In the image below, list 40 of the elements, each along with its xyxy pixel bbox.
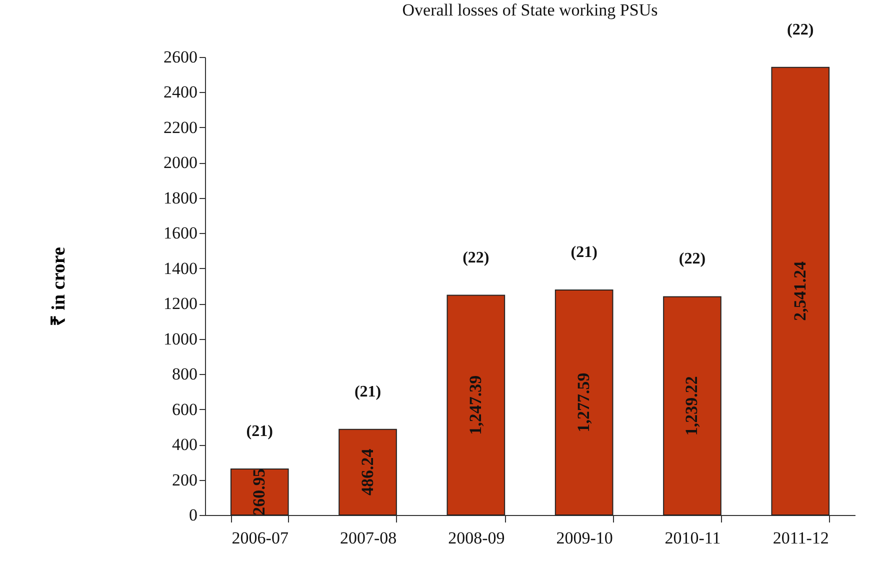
y-tick-label: 1000 <box>164 329 198 348</box>
data-label: 260.95 <box>250 468 269 516</box>
annotation: (21) <box>570 244 598 261</box>
y-tick-label: 2000 <box>164 153 198 172</box>
y-tick-label: 2400 <box>164 82 198 102</box>
y-tick-label: 1600 <box>164 224 198 243</box>
data-label: 2,541.24 <box>790 260 810 321</box>
y-tick-label: 200 <box>172 470 198 490</box>
bar <box>446 294 506 516</box>
data-label: 1,247.39 <box>466 375 485 435</box>
y-tick-label: 2200 <box>164 118 198 137</box>
annotation: (22) <box>678 250 706 268</box>
bar <box>663 296 722 516</box>
bar <box>338 428 397 516</box>
data-label: 1,277.59 <box>574 372 594 432</box>
x-tick-label: 2008-09 <box>448 528 505 548</box>
y-tick-label: 800 <box>172 364 198 384</box>
y-tick-label: 600 <box>172 400 198 419</box>
y-axis-title: ₹ in crore <box>48 247 70 326</box>
x-tick-label: 2006-07 <box>232 528 289 548</box>
x-tick-label: 2010-11 <box>664 528 721 548</box>
data-label: 1,239.22 <box>682 376 702 436</box>
bar <box>771 66 830 516</box>
y-tick-label: 1200 <box>164 294 198 314</box>
y-tick-label: 0 <box>189 506 198 524</box>
y-tick-label: 1800 <box>164 188 198 208</box>
annotation: (22) <box>787 21 814 38</box>
annotation: (21) <box>246 423 273 440</box>
data-label: 486.24 <box>358 448 377 496</box>
bar <box>230 468 289 516</box>
annotation: (21) <box>354 383 382 400</box>
x-tick-label: 2011-12 <box>772 528 829 548</box>
annotation: (22) <box>462 249 490 266</box>
y-tick-label: 400 <box>172 435 198 454</box>
y-tick-label: 2600 <box>164 48 198 66</box>
bar <box>554 289 614 516</box>
chart-title: Overall losses of State working PSUs <box>402 0 658 20</box>
x-tick-label: 2009-10 <box>556 528 613 548</box>
y-tick-label: 1400 <box>164 258 198 278</box>
x-tick-label: 2007-08 <box>340 528 397 548</box>
